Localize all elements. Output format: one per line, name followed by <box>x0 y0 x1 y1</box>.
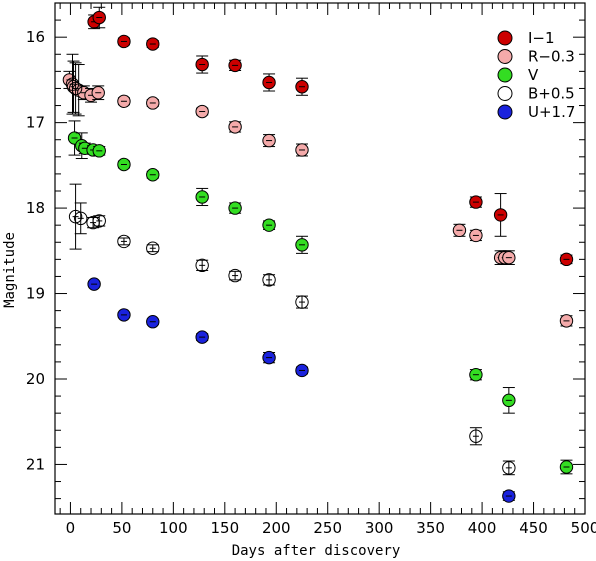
y-tick-label: 16 <box>26 28 45 46</box>
x-tick-label: 400 <box>468 519 497 537</box>
data-point <box>469 429 483 443</box>
legend-marker <box>497 49 513 64</box>
data-point <box>295 295 309 309</box>
legend-label: B+0.5 <box>528 85 575 103</box>
data-point <box>92 214 106 228</box>
axis-tick-labels: 0 50 100 150 200 250 300 350 400 450 500 16 17 18 19 20… <box>26 28 596 537</box>
x-tick-label: 150 <box>210 519 239 537</box>
data-point <box>195 258 209 273</box>
legend-marker <box>497 67 513 83</box>
series-group <box>87 277 516 503</box>
legend-label: V <box>528 66 539 84</box>
y-tick-label: 19 <box>26 285 45 303</box>
axis-ticks <box>55 3 586 514</box>
series-group <box>87 6 574 267</box>
data-point <box>117 234 131 249</box>
y-tick-label: 21 <box>26 455 45 473</box>
series-group <box>67 120 574 475</box>
legend-marker <box>497 86 513 101</box>
y-tick-label: 20 <box>26 370 45 388</box>
legend-marker <box>497 30 513 46</box>
y-tick-label: 18 <box>26 199 45 217</box>
legend-label: I−1 <box>528 29 555 47</box>
series-group <box>65 53 516 476</box>
legend-label: R−0.3 <box>528 48 575 66</box>
data-point <box>262 273 276 287</box>
legend-marker <box>497 104 513 120</box>
data-point <box>65 77 80 91</box>
series-group <box>62 60 574 328</box>
x-tick-label: 250 <box>313 519 342 537</box>
x-tick-label: 0 <box>66 519 76 537</box>
data-point <box>74 211 88 226</box>
x-axis-label: Days after discovery <box>232 543 401 559</box>
x-tick-label: 350 <box>416 519 445 537</box>
data-point <box>68 81 83 96</box>
x-tick-label: 300 <box>365 519 394 537</box>
x-tick-label: 500 <box>571 519 596 537</box>
x-tick-label: 200 <box>262 519 291 537</box>
data-point <box>502 461 516 475</box>
legend: I−1R−0.3VB+0.5U+1.7 <box>497 29 575 121</box>
legend-label: U+1.7 <box>528 103 575 121</box>
data-point <box>146 241 160 255</box>
plot-frame <box>54 2 586 515</box>
plot-border <box>54 2 586 515</box>
y-axis-label: Magnitude <box>2 232 18 308</box>
data-point <box>68 209 83 224</box>
y-tick-label: 17 <box>26 114 45 132</box>
x-tick-label: 450 <box>519 519 548 537</box>
data-point <box>228 268 242 283</box>
data-points <box>62 6 574 503</box>
x-tick-label: 50 <box>112 519 131 537</box>
x-tick-label: 100 <box>159 519 188 537</box>
